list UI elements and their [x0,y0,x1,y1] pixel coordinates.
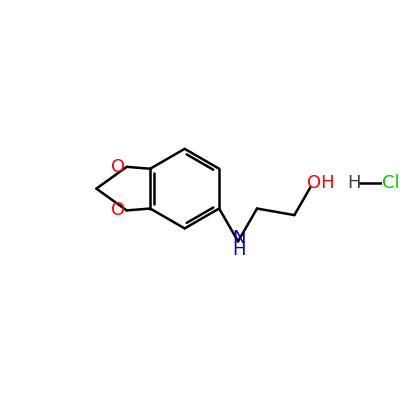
Text: Cl: Cl [382,174,400,192]
Text: H: H [232,241,246,259]
Text: N: N [232,229,246,247]
Text: H: H [347,174,361,192]
Text: OH: OH [307,174,335,192]
Text: O: O [111,202,126,220]
Text: O: O [111,158,126,176]
